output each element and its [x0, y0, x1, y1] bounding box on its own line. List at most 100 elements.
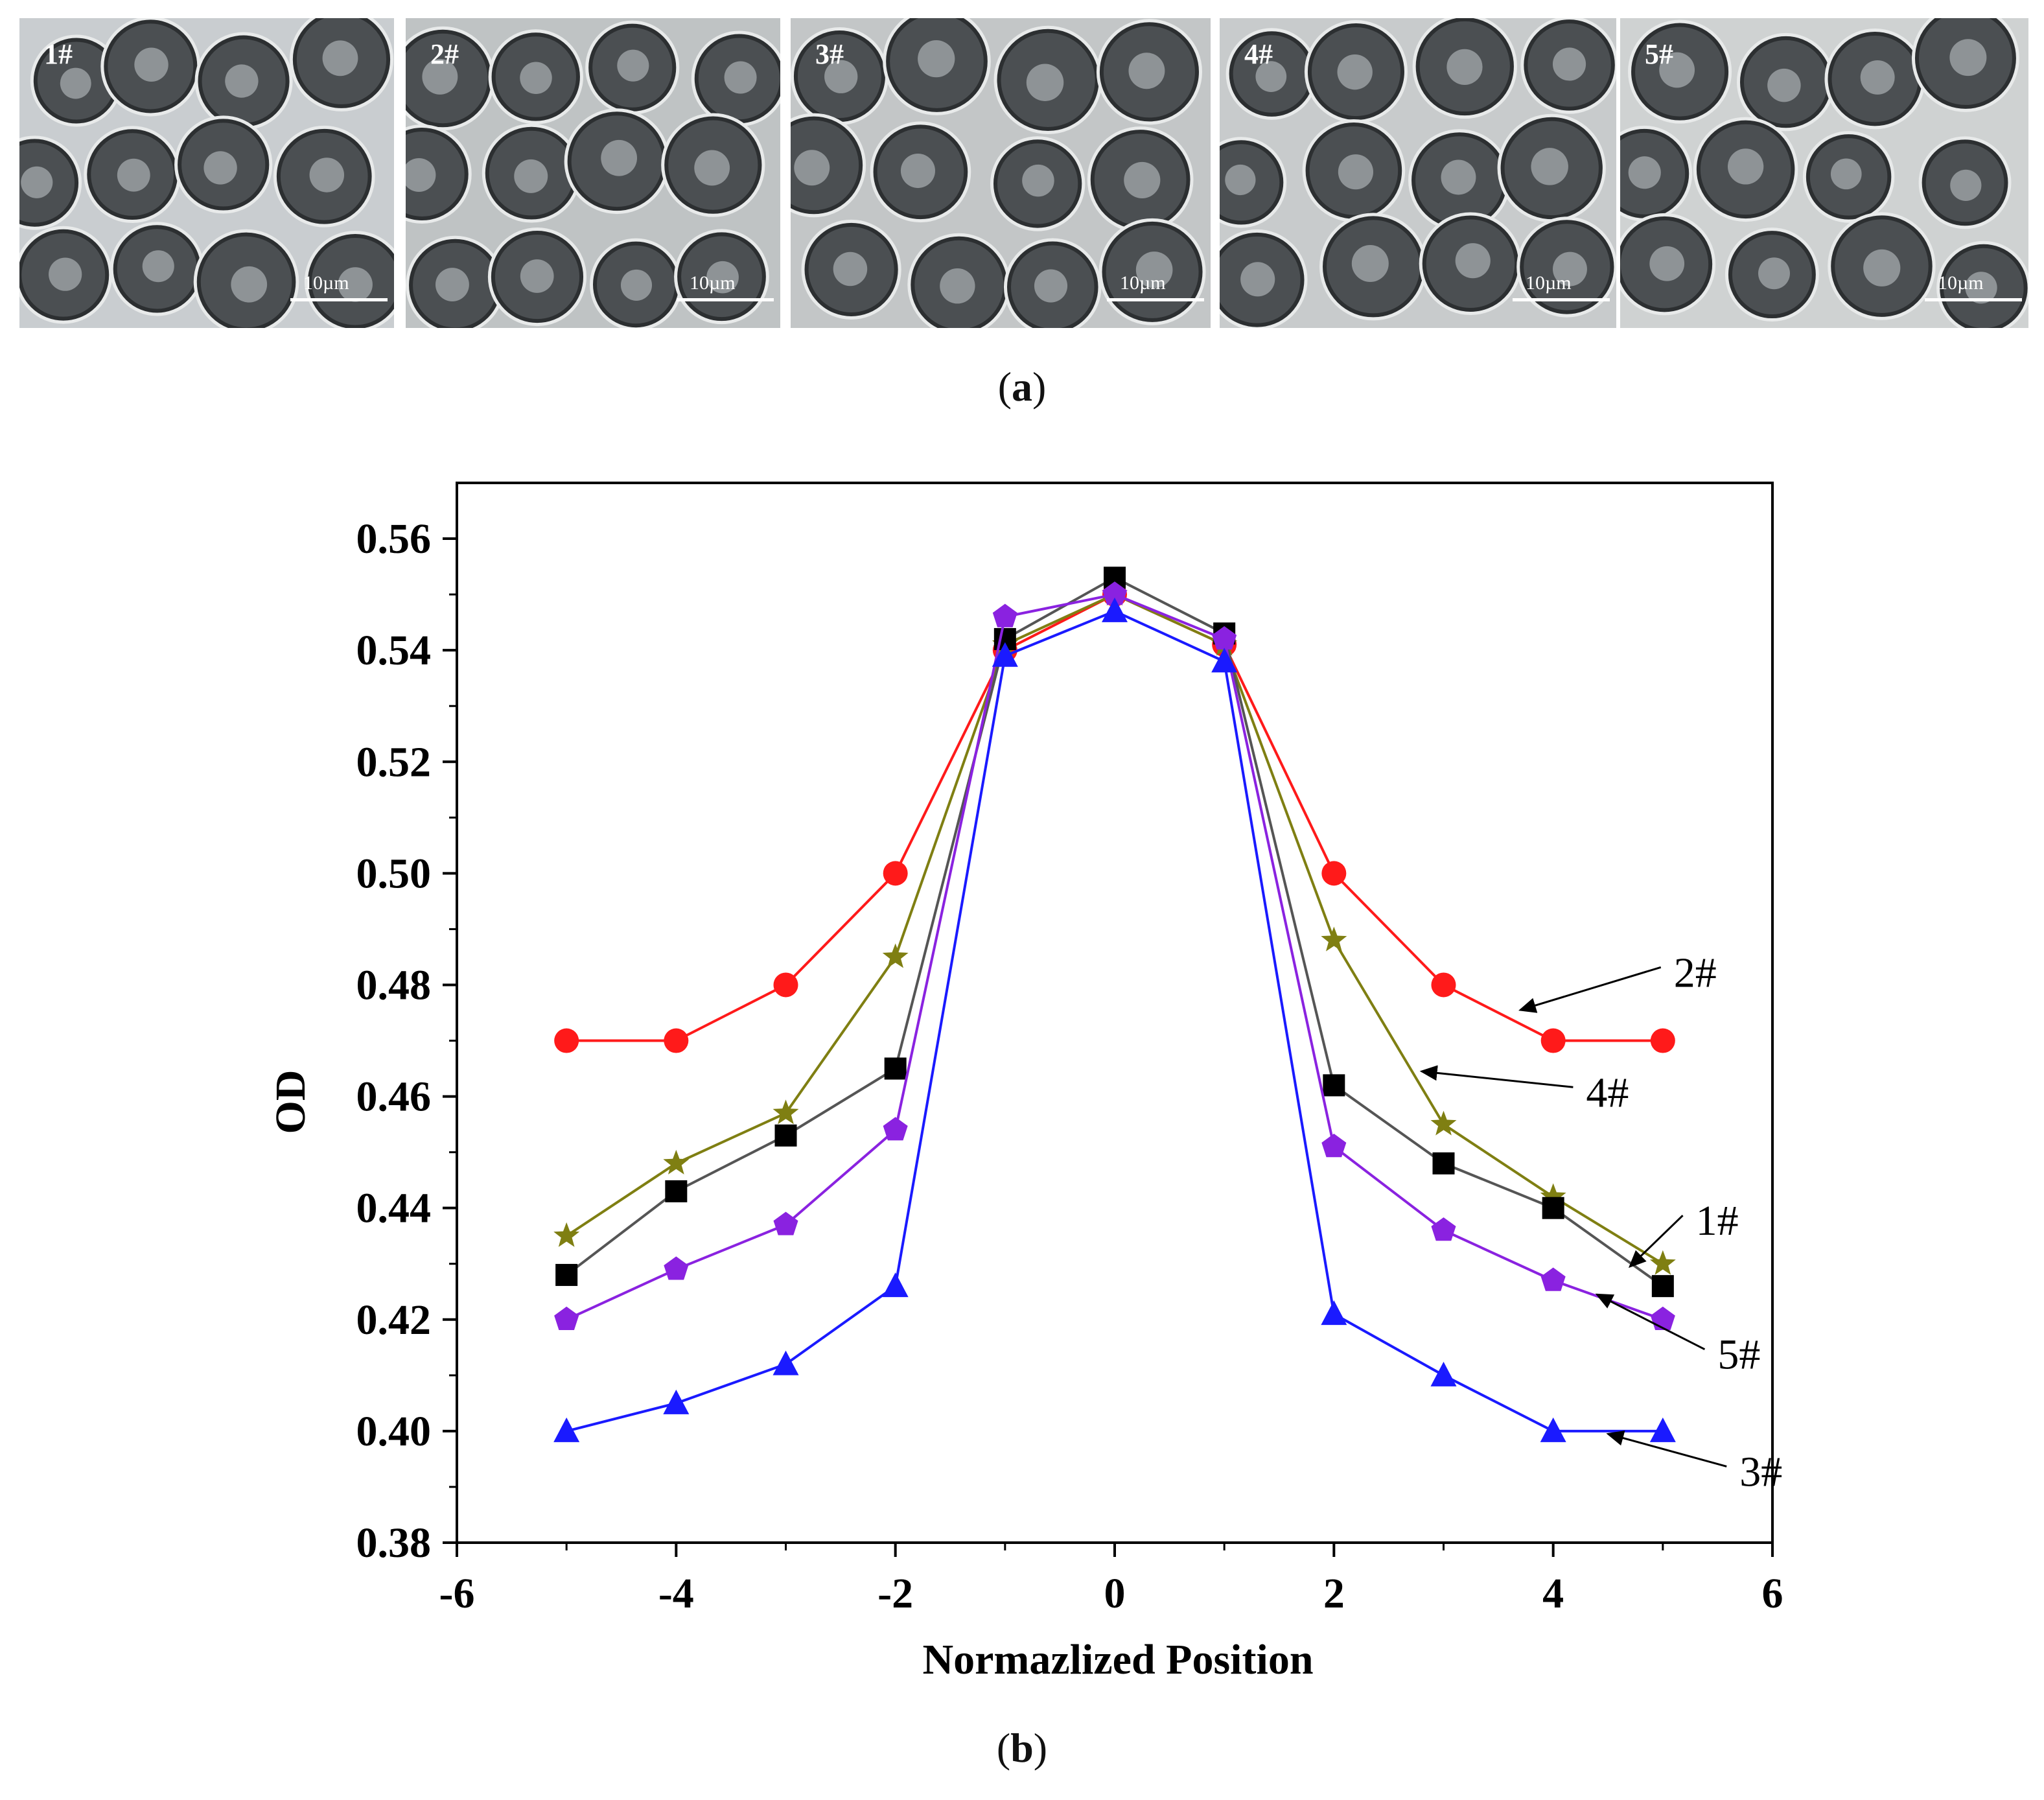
data-point: [1321, 1300, 1347, 1326]
micrograph-panel: 3# 10µm: [791, 18, 1211, 328]
data-point: [774, 1124, 797, 1147]
series-line: [565, 576, 1664, 1287]
annotation-label: 1#: [1696, 1197, 1739, 1245]
cell-nucleus: [231, 266, 268, 303]
scale-bar: [1107, 298, 1204, 301]
cell-nucleus: [1446, 49, 1483, 85]
data-point: [882, 1272, 909, 1298]
caption-b: (b): [996, 1725, 1048, 1771]
series-5: [554, 581, 1675, 1330]
cell-nucleus: [520, 62, 552, 94]
data-point: [554, 1028, 579, 1053]
od-line-chart: OD Normazlized Position -6 -4 -2 0 2 4 6 0.38 0.…: [214, 454, 1834, 1718]
cell-nucleus: [1949, 39, 1987, 76]
cell-nucleus: [1863, 249, 1901, 286]
cell-nucleus: [422, 58, 458, 95]
data-point: [1211, 648, 1238, 673]
cell-nucleus: [520, 259, 554, 293]
cell-nucleus: [142, 250, 174, 283]
plot-frame: [456, 482, 1774, 1544]
data-point: [553, 1417, 580, 1442]
cell-nucleus: [134, 47, 168, 82]
data-point: [1650, 1306, 1675, 1330]
cell-nucleus: [435, 268, 469, 302]
caption-b-letter: b: [1010, 1725, 1034, 1771]
data-point: [884, 1057, 907, 1080]
annotation-arrow: [1595, 1293, 1706, 1351]
micrograph-row: 1# 10µm 2# 10µm 3# 10µm 4# 10µm 5# 10µm: [19, 18, 2028, 328]
y-tick-label: 0.48: [356, 961, 432, 1009]
x-tick-label: 4: [1542, 1570, 1564, 1617]
cell-nucleus: [338, 267, 373, 302]
micrograph-panel: 4# 10µm: [1220, 18, 1616, 328]
caption-a: (a): [997, 364, 1047, 410]
series-line: [566, 593, 1664, 1321]
cell-nucleus: [724, 61, 757, 94]
cell-nucleus: [1338, 154, 1374, 190]
data-point: [664, 1256, 689, 1280]
x-tick-label: 0: [1104, 1570, 1126, 1617]
y-tick-label: 0.42: [356, 1296, 432, 1344]
scale-bar: [677, 298, 774, 301]
cell-nucleus: [794, 150, 830, 186]
data-point: [1540, 1183, 1566, 1208]
cell-nucleus: [203, 151, 237, 185]
cell-image: [19, 18, 394, 328]
cell-nucleus: [1659, 52, 1695, 88]
annotation-arrow: [1419, 1065, 1574, 1088]
data-point: [1540, 1267, 1566, 1291]
scale-bar-label: 10µm: [1120, 272, 1166, 294]
series-3: [553, 597, 1676, 1442]
chart-svg: OD Normazlized Position -6 -4 -2 0 2 4 6 0.38 0.…: [267, 482, 1783, 1683]
data-point: [992, 603, 1017, 627]
annotation-arrow: [1628, 1215, 1684, 1268]
cell-nucleus: [1860, 60, 1895, 95]
data-point: [1650, 1028, 1675, 1053]
data-point: [1321, 926, 1347, 952]
cell-nucleus: [824, 60, 858, 93]
panel-label: 2#: [430, 38, 459, 70]
data-point: [773, 1211, 798, 1235]
data-point: [665, 1180, 688, 1202]
cell-nucleus: [1950, 169, 1982, 201]
data-point: [1540, 1028, 1566, 1053]
data-point: [1102, 581, 1128, 605]
data-point: [1102, 597, 1128, 622]
data-point: [1649, 1417, 1676, 1442]
cell-nucleus: [1649, 246, 1685, 281]
annotation-label: 3#: [1739, 1448, 1782, 1495]
cell-nucleus: [1628, 156, 1661, 189]
cell-nucleus: [940, 268, 975, 304]
data-point: [772, 1099, 799, 1125]
micrograph-panel: 2# 10µm: [406, 18, 780, 328]
cell-nucleus: [1351, 244, 1389, 282]
series-2: [554, 582, 1675, 1053]
cell-nucleus: [1758, 257, 1790, 290]
data-point: [1321, 861, 1347, 886]
cell-nucleus: [1337, 54, 1373, 90]
data-point: [1321, 1134, 1347, 1158]
series-line: [566, 609, 1663, 1432]
cell-nucleus: [1135, 251, 1173, 288]
cell-nucleus: [49, 257, 82, 291]
cell-nucleus: [1026, 64, 1064, 101]
x-tick-label: -4: [658, 1570, 694, 1617]
y-tick-label: 0.52: [356, 738, 432, 786]
scale-bar: [1925, 298, 2022, 301]
cell-nucleus: [706, 261, 739, 294]
scale-bar-label: 10µm: [690, 272, 736, 294]
data-point: [1649, 1250, 1676, 1275]
cell-nucleus: [1552, 47, 1586, 81]
x-tick-label: 2: [1323, 1570, 1345, 1617]
cell-nucleus: [918, 40, 955, 78]
cell-nucleus: [1240, 262, 1275, 297]
series-1: [555, 567, 1674, 1298]
cell-nucleus: [1034, 269, 1068, 303]
cell-image: [1620, 18, 2028, 328]
panel-label: 3#: [815, 38, 844, 70]
y-tick-label: 0.46: [356, 1073, 432, 1121]
annotation-label: 2#: [1674, 949, 1717, 996]
cell-nucleus: [1022, 164, 1054, 197]
cell-nucleus: [21, 166, 53, 198]
cell-nucleus: [1767, 68, 1801, 102]
